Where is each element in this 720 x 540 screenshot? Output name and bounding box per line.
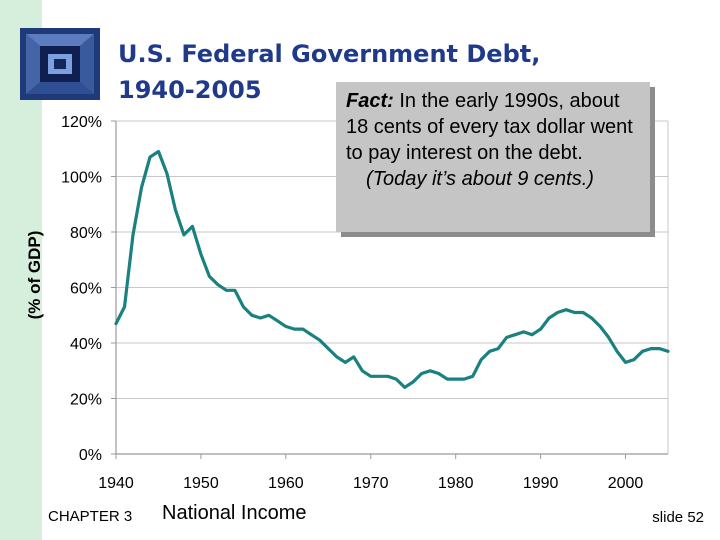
fact-text: In the early 1990s, about 18 cents of ev… — [346, 90, 633, 164]
y-tick-label: 80% — [70, 225, 102, 242]
title-line-1: U.S. Federal Government Debt, — [118, 40, 541, 68]
chapter-title: National Income — [162, 502, 307, 524]
title-line-2: 1940-2005 — [118, 76, 262, 104]
x-tick-label: 1970 — [353, 475, 389, 492]
y-tick-label: 20% — [70, 392, 102, 409]
x-tick-label: 2000 — [608, 475, 644, 492]
debt-series-line — [114, 149, 670, 389]
series-layer — [114, 149, 670, 389]
axes — [111, 120, 668, 459]
page-title: U.S. Federal Government Debt, 1940-2005 — [118, 36, 540, 108]
x-tick-label: 1950 — [183, 475, 219, 492]
logo-icon — [20, 28, 100, 100]
fact-callout: Fact: In the early 1990s, about 18 cents… — [336, 82, 650, 232]
fact-parenthetical: (Today it’s about 9 cents.) — [366, 168, 594, 190]
x-tick-label: 1980 — [438, 475, 474, 492]
tick-labels: 0% 20% 40% 60% 80% 100% 120% 1940 1950 1960 1970 19… — [61, 114, 643, 492]
chapter-label: CHAPTER 3 — [48, 508, 133, 525]
x-tick-label: 1940 — [98, 475, 134, 492]
x-tick-label: 1990 — [523, 475, 559, 492]
y-tick-label: 40% — [70, 336, 102, 353]
y-tick-label: 120% — [61, 114, 102, 131]
y-tick-label: 100% — [61, 170, 102, 187]
y-axis-label: (% of GDP) — [25, 231, 44, 320]
x-tick-label: 1960 — [268, 475, 304, 492]
y-tick-label: 60% — [70, 281, 102, 298]
slide-number: slide 52 — [652, 509, 704, 526]
fact-lead: Fact: — [346, 90, 394, 112]
y-tick-label: 0% — [79, 447, 102, 464]
